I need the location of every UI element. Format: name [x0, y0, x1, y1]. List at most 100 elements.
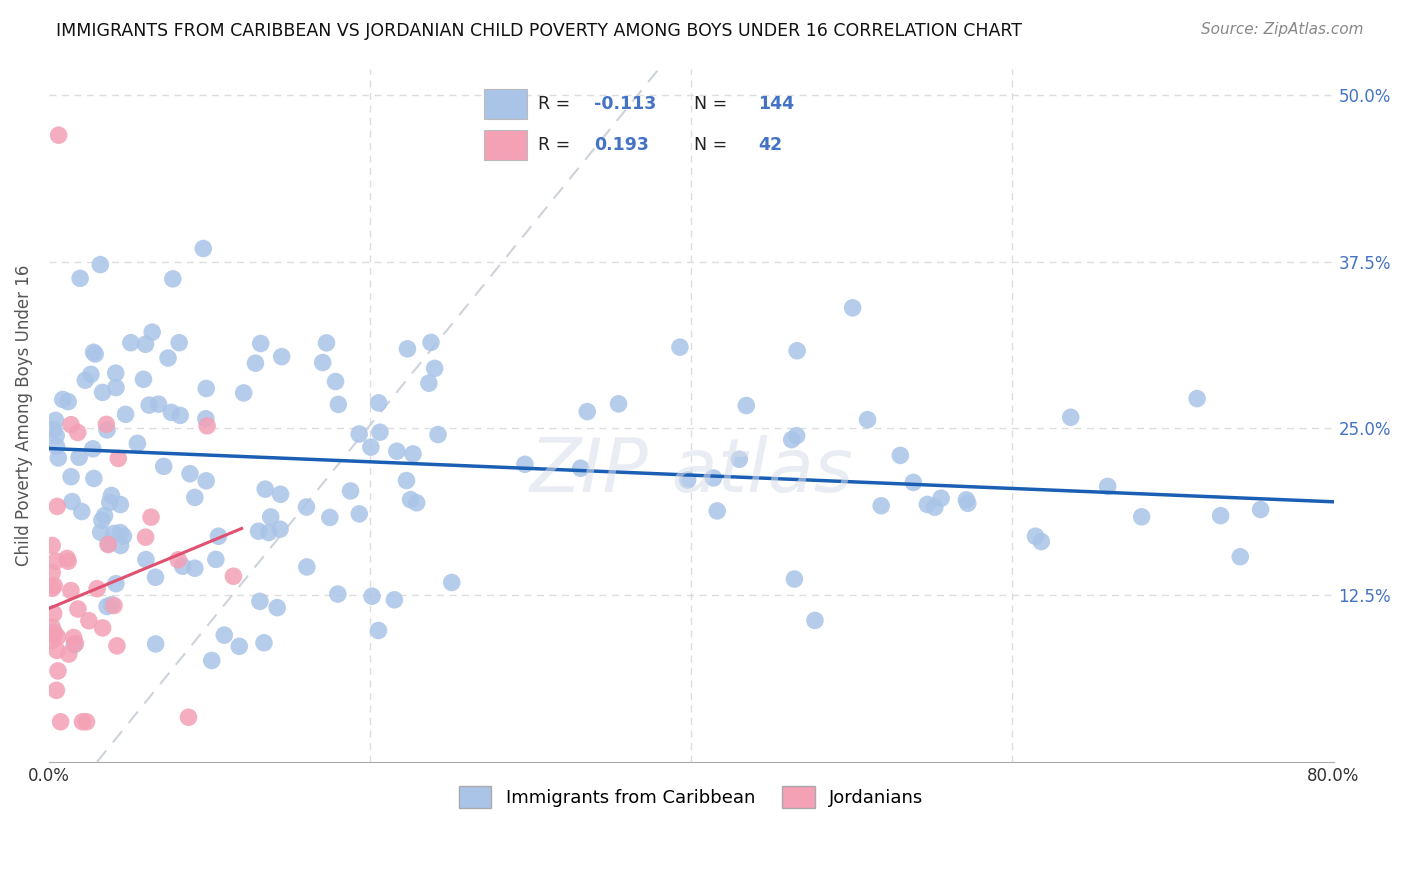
Point [145, 570, 167, 584]
Point [160, 405, 183, 419]
Point [83, 345, 105, 359]
Point [1229, 549, 1251, 564]
Point [245, 356, 267, 370]
Y-axis label: Child Poverty Among Boys Under 16: Child Poverty Among Boys Under 16 [15, 264, 32, 566]
Point [148, 397, 170, 411]
Point [86, 582, 108, 596]
Point [96, 417, 118, 432]
Point [42, 422, 65, 436]
Point [201, 653, 224, 667]
Point [41, 582, 63, 596]
Point [89, 258, 111, 272]
Point [328, 397, 350, 411]
Point [1185, 392, 1208, 406]
Point [157, 351, 180, 365]
Point [347, 427, 370, 442]
Point [45, 683, 67, 698]
Point [402, 447, 425, 461]
Point [312, 355, 335, 369]
Point [423, 361, 446, 376]
Point [1097, 479, 1119, 493]
Point [177, 710, 200, 724]
Point [45, 413, 67, 427]
Point [42, 624, 65, 639]
Point [195, 418, 218, 433]
Point [62, 631, 84, 645]
Point [107, 451, 129, 466]
Point [90, 513, 112, 527]
Point [214, 628, 236, 642]
Point [1031, 534, 1053, 549]
Point [46, 643, 69, 657]
Point [232, 385, 254, 400]
Point [77, 614, 100, 628]
Point [42, 607, 65, 621]
Point [75, 373, 97, 387]
Point [706, 504, 728, 518]
Point [70, 504, 93, 518]
Point [56, 554, 79, 568]
Point [195, 382, 218, 396]
Point [924, 500, 946, 515]
Text: Source: ZipAtlas.com: Source: ZipAtlas.com [1201, 22, 1364, 37]
Point [1024, 529, 1046, 543]
Point [260, 509, 283, 524]
Point [315, 335, 337, 350]
Point [349, 507, 371, 521]
Point [46, 630, 69, 644]
Point [41, 633, 63, 648]
Point [58, 647, 80, 661]
Point [319, 510, 342, 524]
Point [193, 242, 215, 256]
Point [167, 335, 190, 350]
Point [90, 525, 112, 540]
Point [384, 592, 406, 607]
Point [46, 500, 69, 514]
Point [179, 467, 201, 481]
Point [702, 471, 724, 485]
Point [786, 428, 808, 442]
Point [45, 554, 67, 568]
Point [270, 350, 292, 364]
Point [59, 417, 82, 432]
Point [669, 340, 692, 354]
Point [96, 599, 118, 614]
Point [91, 385, 114, 400]
Point [134, 337, 156, 351]
Point [295, 500, 318, 514]
Point [247, 524, 270, 539]
Point [870, 499, 893, 513]
Point [607, 397, 630, 411]
Point [69, 271, 91, 285]
Point [385, 444, 408, 458]
Point [228, 640, 250, 654]
Point [169, 409, 191, 423]
Point [93, 508, 115, 523]
Point [576, 404, 599, 418]
Point [786, 343, 808, 358]
Point [105, 639, 128, 653]
Point [56, 394, 79, 409]
Point [52, 392, 75, 407]
Point [82, 442, 104, 456]
Point [104, 366, 127, 380]
Point [152, 459, 174, 474]
Point [420, 335, 443, 350]
Point [804, 614, 827, 628]
Point [184, 491, 207, 505]
Point [418, 376, 440, 391]
Point [735, 399, 758, 413]
Point [67, 450, 90, 465]
Legend: Immigrants from Caribbean, Jordanians: Immigrants from Caribbean, Jordanians [451, 779, 931, 815]
Point [399, 492, 422, 507]
Point [60, 469, 83, 483]
Point [728, 452, 751, 467]
Point [83, 471, 105, 485]
Point [44, 579, 66, 593]
Point [110, 539, 132, 553]
Point [676, 473, 699, 487]
Point [783, 572, 806, 586]
Point [270, 487, 292, 501]
Point [172, 559, 194, 574]
Point [856, 412, 879, 426]
